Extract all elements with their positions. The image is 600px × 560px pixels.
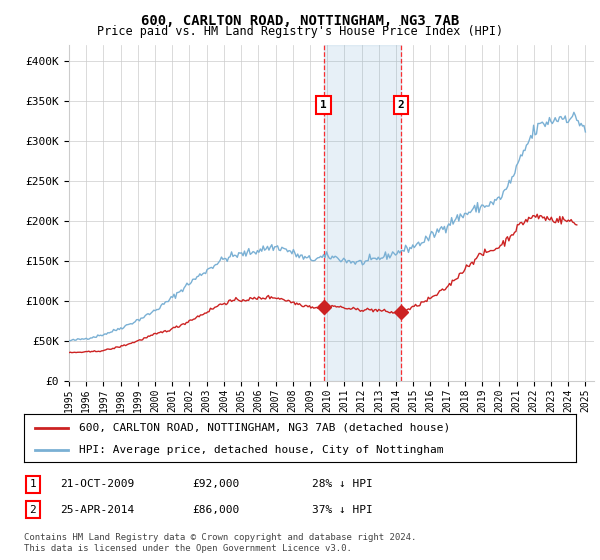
Text: 25-APR-2014: 25-APR-2014 — [60, 505, 134, 515]
Text: 600, CARLTON ROAD, NOTTINGHAM, NG3 7AB (detached house): 600, CARLTON ROAD, NOTTINGHAM, NG3 7AB (… — [79, 423, 451, 433]
Text: 2: 2 — [29, 505, 37, 515]
Text: 1: 1 — [320, 100, 327, 110]
Text: 21-OCT-2009: 21-OCT-2009 — [60, 479, 134, 489]
Text: 37% ↓ HPI: 37% ↓ HPI — [312, 505, 373, 515]
Text: 2: 2 — [398, 100, 404, 110]
Text: HPI: Average price, detached house, City of Nottingham: HPI: Average price, detached house, City… — [79, 445, 444, 455]
Text: £86,000: £86,000 — [192, 505, 239, 515]
Text: 1: 1 — [29, 479, 37, 489]
Text: £92,000: £92,000 — [192, 479, 239, 489]
Text: 28% ↓ HPI: 28% ↓ HPI — [312, 479, 373, 489]
Text: Contains HM Land Registry data © Crown copyright and database right 2024.
This d: Contains HM Land Registry data © Crown c… — [24, 533, 416, 553]
Text: Price paid vs. HM Land Registry's House Price Index (HPI): Price paid vs. HM Land Registry's House … — [97, 25, 503, 38]
Text: 600, CARLTON ROAD, NOTTINGHAM, NG3 7AB: 600, CARLTON ROAD, NOTTINGHAM, NG3 7AB — [141, 14, 459, 28]
Bar — [324, 45, 401, 381]
